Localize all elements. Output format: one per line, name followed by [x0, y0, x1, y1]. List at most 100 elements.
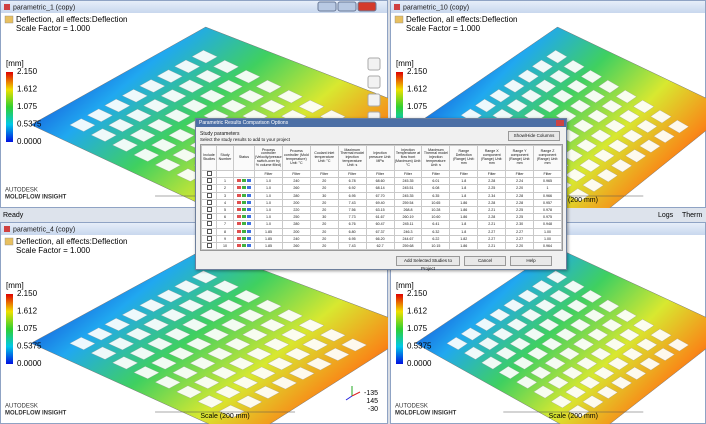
- plate-hole: [531, 59, 554, 74]
- filter-button[interactable]: Filter: [515, 172, 524, 176]
- filter-button[interactable]: Filter: [376, 172, 385, 176]
- study-number: 3: [216, 191, 234, 200]
- plate-hole: [207, 347, 234, 361]
- cell: 7.43: [337, 242, 367, 250]
- plate-hole: [220, 318, 247, 332]
- instruction: Select the study results to add to your …: [200, 137, 291, 142]
- add-button[interactable]: Add Selected Studies to Project: [396, 256, 460, 271]
- show-hide-button[interactable]: Show/Hide Columns: [508, 131, 560, 141]
- filter-button[interactable]: Filter: [292, 172, 301, 176]
- filter-button[interactable]: Filter: [320, 172, 329, 176]
- filter-button[interactable]: Filter: [403, 172, 412, 176]
- tool-button[interactable]: [367, 75, 381, 89]
- cell: 2.27: [505, 227, 535, 236]
- status-icon: [246, 179, 251, 183]
- plate-hole: [503, 299, 525, 312]
- plate-hole: [552, 89, 574, 103]
- tool-button[interactable]: [367, 93, 381, 107]
- viewport-title: parametric_10 (copy): [403, 4, 469, 11]
- cell: 1.85: [254, 249, 283, 250]
- plate-hole: [129, 128, 156, 142]
- window-button[interactable]: [317, 1, 337, 12]
- cell: 2.20: [505, 242, 535, 250]
- checkbox[interactable]: [206, 214, 212, 220]
- plate-hole: [255, 80, 282, 94]
- plate-hole: [104, 98, 131, 113]
- plate-hole: [593, 149, 615, 163]
- checkbox[interactable]: [206, 207, 212, 213]
- cell: 6.76: [337, 220, 367, 229]
- plate-hole: [517, 69, 539, 83]
- cell: 69.40: [365, 198, 395, 208]
- scale-factor: Scale Factor = 1.000: [406, 24, 481, 33]
- filter-button[interactable]: Filter: [264, 172, 273, 176]
- help-button[interactable]: Help: [510, 256, 552, 266]
- status-icon: [242, 208, 246, 212]
- cell: 67.70: [365, 191, 395, 200]
- cell: 61.67: [365, 213, 395, 222]
- cell: 62.7: [365, 242, 395, 250]
- plate-hole: [565, 385, 587, 399]
- legend-label: 2.150: [17, 289, 38, 298]
- legend-label: 2.150: [407, 67, 428, 76]
- window-button[interactable]: [337, 1, 357, 12]
- status-icon: [246, 193, 251, 197]
- checkbox[interactable]: [206, 200, 212, 205]
- plate-hole: [154, 158, 181, 172]
- cell: 240: [281, 177, 311, 186]
- close-button[interactable]: [556, 120, 564, 126]
- plate-hole: [298, 319, 325, 332]
- column-header: Process controller (Velocity/pressure sw…: [254, 145, 283, 171]
- checkbox[interactable]: [206, 178, 212, 184]
- column-header: Process controller (Mold temperature) Un…: [281, 145, 311, 171]
- triad-angle: 145: [366, 398, 378, 405]
- heading: Study parameters: [200, 131, 240, 137]
- plate-hole: [587, 109, 609, 123]
- legend-label: 0.5375: [407, 342, 432, 351]
- plate-hole: [86, 108, 113, 122]
- filter-button[interactable]: Filter: [487, 172, 496, 176]
- checkbox[interactable]: [207, 250, 212, 251]
- window-button[interactable]: [357, 1, 377, 12]
- status-icon: [246, 215, 251, 219]
- checkbox[interactable]: [206, 236, 212, 241]
- plate-hole: [69, 118, 96, 132]
- checkbox[interactable]: [206, 229, 212, 234]
- filter-button[interactable]: Filter: [543, 172, 552, 176]
- plate-hole: [199, 308, 226, 322]
- cell: 259.54: [393, 198, 423, 208]
- study-number: 7: [216, 220, 234, 229]
- cell: 6.41: [421, 220, 451, 229]
- plate-hole: [563, 60, 585, 74]
- checkbox[interactable]: [206, 193, 212, 198]
- cell: 0.975: [533, 213, 562, 222]
- plate-hole: [584, 309, 606, 323]
- plate-hole: [639, 357, 661, 371]
- checkbox[interactable]: [206, 243, 212, 249]
- axis: [345, 395, 353, 401]
- cell: 1.86: [449, 213, 479, 222]
- cancel-button[interactable]: Cancel: [464, 256, 506, 266]
- plate-hole: [69, 337, 96, 350]
- cell: 2.25: [477, 184, 507, 193]
- plate-hole: [182, 99, 208, 113]
- cell: 1.00: [533, 234, 562, 244]
- plate-hole: [495, 346, 517, 360]
- checkbox[interactable]: [206, 185, 212, 191]
- plate-hole: [174, 280, 201, 293]
- plate-hole: [112, 138, 139, 152]
- checkbox[interactable]: [206, 221, 212, 227]
- tool-button[interactable]: [367, 57, 381, 71]
- result-caption: Deflection, all effects:Deflection: [16, 15, 127, 24]
- plate-hole: [185, 337, 212, 351]
- status-icon: [237, 222, 242, 226]
- plate-hole: [618, 109, 640, 123]
- result-caption: Deflection, all effects:Deflection: [16, 237, 127, 246]
- filter-button[interactable]: Filter: [348, 172, 357, 176]
- cell: 1.8: [449, 220, 479, 229]
- filter-button[interactable]: Filter: [431, 172, 440, 176]
- status-tab: Logs: [658, 212, 674, 219]
- legend-label: 1.612: [407, 307, 428, 316]
- status-icon: [242, 229, 246, 233]
- filter-button[interactable]: Filter: [459, 172, 468, 176]
